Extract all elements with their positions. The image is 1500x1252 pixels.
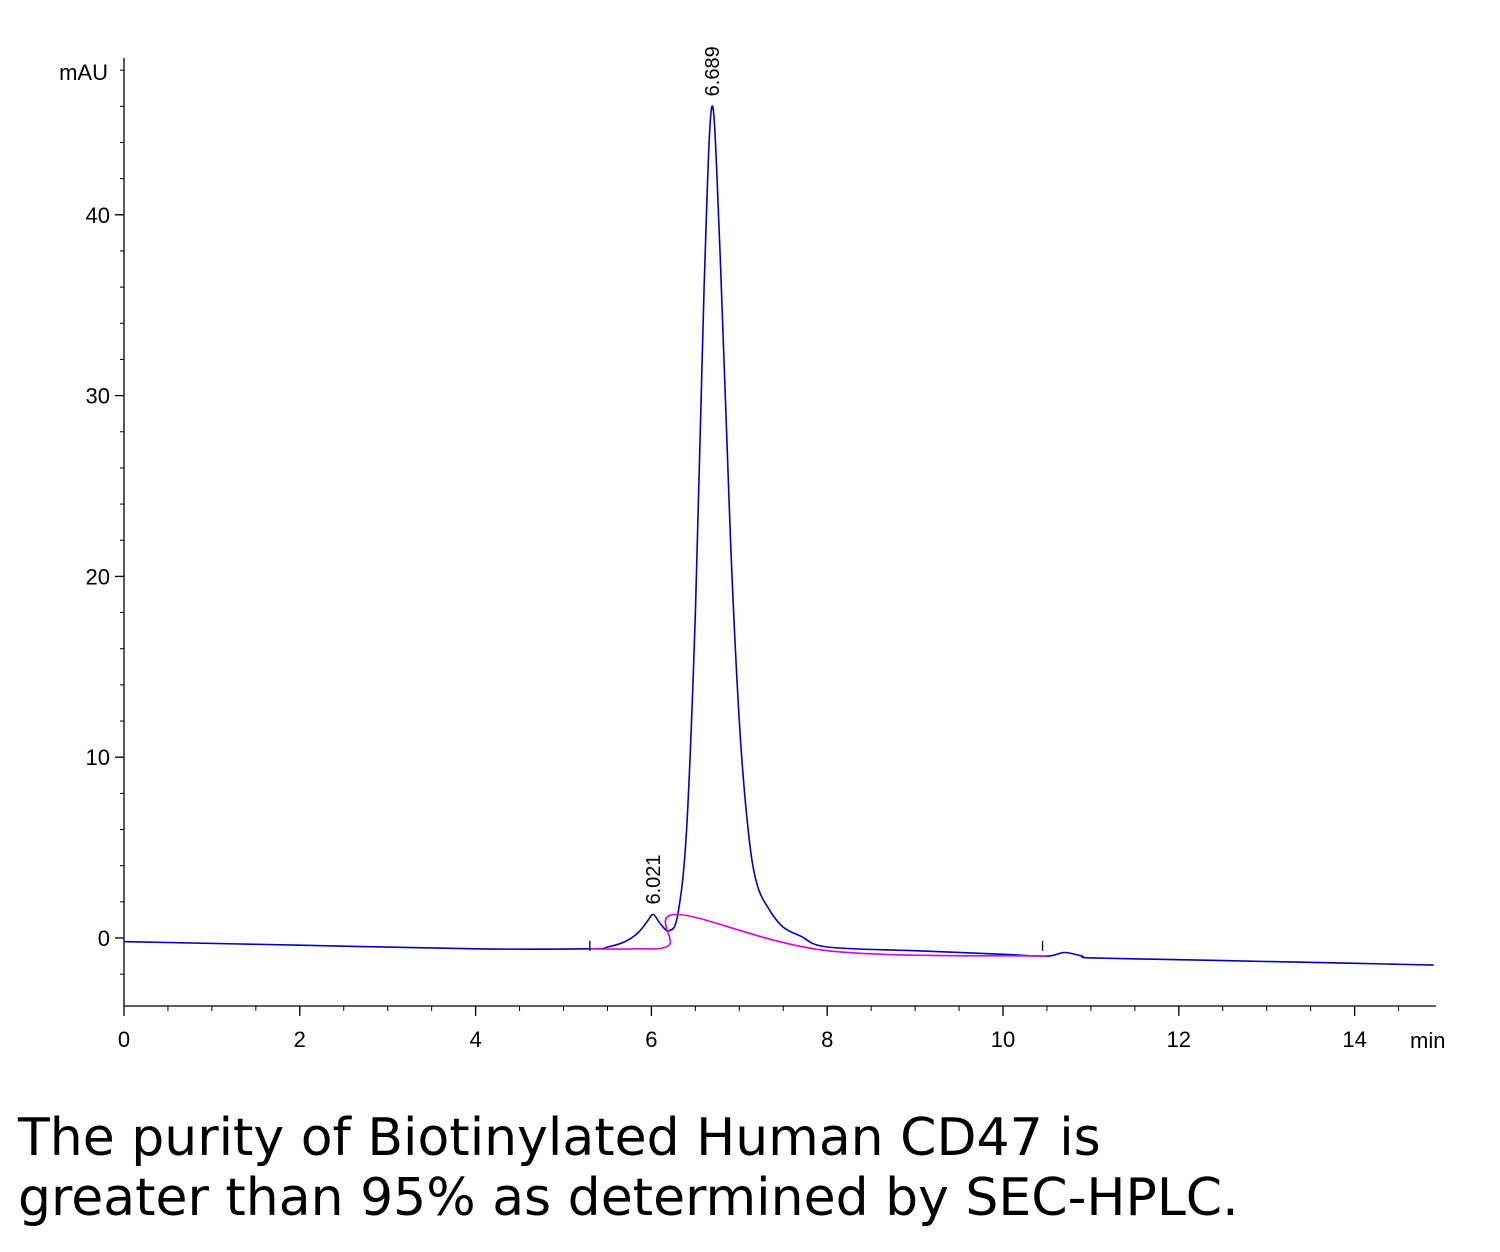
- axes: [123, 58, 1436, 1007]
- x-tick-label: 8: [821, 1027, 833, 1052]
- y-tick-label: 40: [86, 203, 110, 228]
- y-tick-label: 20: [86, 564, 110, 589]
- x-tick-label: 4: [469, 1027, 481, 1052]
- caption-line-1: The purity of Biotinylated Human CD47 is: [18, 1108, 1101, 1168]
- tick-labels: 0 10 20 30 40 0 2 4 6 8 10 12 14 6.021 6.689: [86, 46, 1367, 1052]
- y-axis-unit-label: mAU: [59, 60, 108, 85]
- y-tick-label: 10: [86, 745, 110, 770]
- series-lines: [123, 105, 1434, 966]
- chromatogram-chart: 0 10 20 30 40 0 2 4 6 8 10 12 14 6.021 6.689 mAU min: [59, 46, 1445, 1053]
- x-tick-label: 6: [645, 1027, 657, 1052]
- x-tick-label: 14: [1342, 1027, 1366, 1052]
- x-axis-unit-label: min: [1410, 1028, 1445, 1053]
- y-tick-label: 30: [86, 384, 110, 409]
- y-tick-label: 0: [98, 926, 110, 951]
- figure-caption: The purity of Biotinylated Human CD47 is…: [18, 1108, 1239, 1228]
- peak-label: 6.689: [702, 46, 724, 96]
- x-tick-label: 10: [991, 1027, 1015, 1052]
- caption-line-2: greater than 95% as determined by SEC-HP…: [18, 1168, 1239, 1228]
- signal-trace: [123, 105, 1434, 966]
- axis-ticks: [115, 69, 1400, 1016]
- x-tick-label: 2: [294, 1027, 306, 1052]
- x-tick-label: 0: [118, 1027, 130, 1052]
- peak-label: 6.021: [643, 854, 665, 904]
- integration-baseline: [589, 913, 1048, 957]
- x-tick-label: 12: [1167, 1027, 1191, 1052]
